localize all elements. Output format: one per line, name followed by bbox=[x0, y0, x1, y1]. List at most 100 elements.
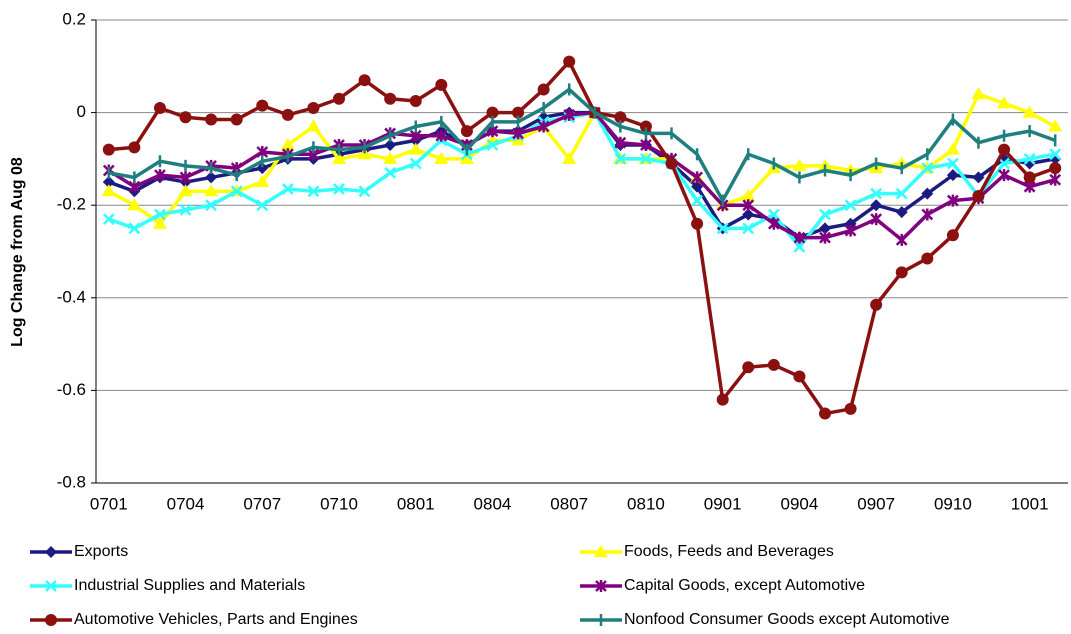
marker bbox=[793, 370, 806, 383]
marker bbox=[306, 119, 321, 132]
marker bbox=[435, 129, 448, 142]
x-tick-label: 0804 bbox=[474, 494, 512, 513]
marker bbox=[307, 185, 320, 198]
x-tick-label: 0810 bbox=[627, 494, 665, 513]
series-line bbox=[107, 110, 1056, 242]
marker bbox=[819, 407, 831, 420]
series bbox=[102, 55, 1062, 420]
marker bbox=[742, 361, 755, 374]
marker bbox=[767, 208, 780, 221]
series-line bbox=[108, 87, 1056, 203]
marker bbox=[256, 162, 269, 175]
marker bbox=[563, 55, 576, 68]
marker bbox=[409, 95, 422, 108]
marker bbox=[945, 142, 960, 155]
marker bbox=[870, 298, 883, 311]
marker bbox=[152, 216, 167, 229]
marker bbox=[230, 185, 243, 198]
x-tick-label: 0801 bbox=[397, 494, 435, 513]
marker bbox=[102, 143, 115, 156]
marker bbox=[895, 187, 908, 200]
marker bbox=[921, 162, 934, 175]
marker bbox=[281, 108, 294, 121]
marker bbox=[998, 143, 1011, 156]
marker bbox=[742, 199, 755, 212]
marker bbox=[230, 113, 243, 126]
marker bbox=[870, 199, 883, 212]
marker bbox=[921, 187, 934, 200]
marker bbox=[537, 83, 550, 96]
marker bbox=[101, 184, 116, 197]
x-tick-label: 0707 bbox=[243, 494, 281, 513]
marker bbox=[1023, 153, 1036, 165]
y-tick-label: 0.2 bbox=[62, 9, 86, 28]
marker bbox=[205, 199, 217, 212]
marker bbox=[154, 208, 166, 221]
marker bbox=[512, 127, 524, 140]
marker bbox=[409, 157, 422, 170]
y-axis-label: Log Change from Aug 08 bbox=[9, 157, 26, 347]
marker bbox=[205, 171, 218, 184]
marker bbox=[255, 175, 270, 188]
marker bbox=[45, 546, 57, 558]
marker bbox=[819, 222, 831, 235]
marker bbox=[972, 171, 985, 184]
series bbox=[102, 106, 1062, 253]
y-tick-label: -0.8 bbox=[57, 472, 86, 491]
marker bbox=[256, 199, 269, 212]
marker bbox=[819, 208, 831, 221]
marker bbox=[895, 233, 908, 246]
series bbox=[107, 83, 1057, 207]
marker bbox=[792, 158, 807, 171]
y-tick-label: -0.6 bbox=[57, 380, 86, 399]
marker bbox=[921, 208, 934, 221]
marker bbox=[179, 203, 192, 216]
marker bbox=[947, 157, 959, 170]
marker bbox=[844, 199, 857, 212]
marker bbox=[793, 240, 806, 253]
y-tick-label: 0 bbox=[77, 102, 86, 121]
legend-label: Nonfood Consumer Goods except Automotive bbox=[624, 611, 950, 628]
marker bbox=[537, 120, 550, 133]
marker bbox=[741, 188, 756, 201]
marker bbox=[333, 183, 345, 195]
marker bbox=[435, 78, 448, 91]
legend-label: Industrial Supplies and Materials bbox=[74, 577, 305, 594]
marker bbox=[1049, 173, 1062, 186]
marker bbox=[128, 141, 141, 154]
marker bbox=[819, 231, 831, 244]
marker bbox=[870, 187, 883, 200]
marker bbox=[486, 106, 499, 119]
x-tick-label: 0807 bbox=[550, 494, 588, 513]
legend-label: Capital Goods, except Automotive bbox=[624, 577, 865, 594]
x-tick-label: 0710 bbox=[320, 494, 358, 513]
series-line bbox=[108, 110, 1056, 240]
marker bbox=[614, 111, 627, 124]
legend-label: Exports bbox=[74, 543, 128, 560]
marker bbox=[793, 231, 806, 244]
y-tick-label: -0.4 bbox=[57, 287, 86, 306]
x-tick-label: 0901 bbox=[704, 494, 742, 513]
marker bbox=[594, 545, 608, 557]
marker bbox=[154, 169, 166, 182]
y-tick-label: -0.2 bbox=[57, 195, 86, 214]
marker bbox=[128, 222, 141, 235]
marker bbox=[614, 153, 627, 165]
marker bbox=[358, 74, 371, 87]
marker bbox=[947, 194, 959, 207]
marker bbox=[45, 580, 57, 592]
marker bbox=[1022, 105, 1037, 118]
marker bbox=[384, 139, 397, 152]
marker bbox=[716, 393, 729, 406]
marker bbox=[716, 222, 729, 235]
marker bbox=[1049, 162, 1062, 175]
marker bbox=[333, 92, 345, 105]
marker bbox=[178, 184, 193, 197]
legend-label: Automotive Vehicles, Parts and Engines bbox=[74, 611, 358, 628]
marker bbox=[512, 106, 525, 119]
marker bbox=[256, 99, 269, 112]
x-tick-label: 1001 bbox=[1011, 494, 1049, 513]
marker bbox=[179, 171, 192, 184]
